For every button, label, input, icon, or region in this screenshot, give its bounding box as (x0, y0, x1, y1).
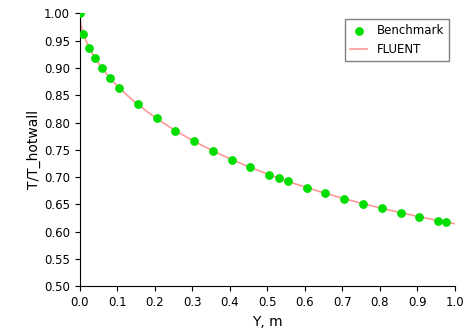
Benchmark (275, 175, 282, 181)
Benchmark (228, 157, 235, 162)
Benchmark (209, 148, 217, 154)
FLUENT (300, 184, 306, 188)
FLUENT (443, 220, 449, 224)
Benchmark (76, 11, 83, 16)
Benchmark (265, 172, 273, 177)
Benchmark (134, 102, 142, 107)
Benchmark (98, 66, 106, 71)
Benchmark (172, 128, 179, 133)
Benchmark (359, 201, 367, 206)
Legend: Benchmark, FLUENT: Benchmark, FLUENT (345, 19, 449, 61)
Benchmark (115, 85, 123, 90)
Benchmark (378, 205, 386, 211)
FLUENT (255, 168, 261, 172)
Benchmark (85, 45, 93, 50)
Benchmark (434, 218, 442, 223)
Benchmark (416, 214, 423, 219)
Benchmark (397, 210, 404, 215)
Benchmark (442, 219, 449, 225)
FLUENT (385, 207, 390, 211)
Benchmark (247, 165, 254, 170)
Benchmark (106, 75, 113, 80)
Benchmark (322, 191, 329, 196)
Benchmark (284, 179, 292, 184)
Benchmark (340, 196, 348, 201)
X-axis label: Y, m: Y, m (252, 315, 283, 329)
Benchmark (153, 116, 160, 121)
Y-axis label: T/T_hotwall: T/T_hotwall (27, 110, 41, 189)
Line: FLUENT: FLUENT (80, 13, 455, 224)
FLUENT (452, 222, 458, 226)
Benchmark (91, 55, 98, 60)
Benchmark (190, 139, 198, 144)
FLUENT (280, 177, 286, 181)
FLUENT (77, 11, 83, 15)
Benchmark (80, 31, 87, 37)
Benchmark (303, 185, 310, 190)
FLUENT (257, 169, 263, 173)
